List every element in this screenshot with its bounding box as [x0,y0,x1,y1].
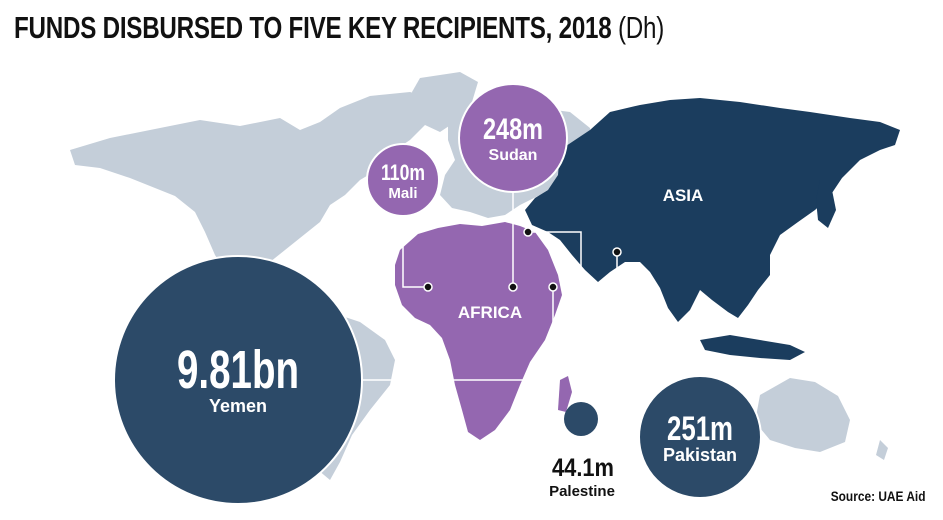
source-note: Source: UAE Aid [830,488,925,504]
name-pakistan: Pakistan [663,445,737,465]
leader-lines [362,192,640,441]
region-label-asia: ASIA [663,186,704,205]
africa-region [395,222,562,440]
leader-yemen [362,287,554,381]
leader-pakistan [616,252,640,441]
dot-mali [423,282,433,292]
north-america-landmass [70,92,440,312]
asia-region [525,98,900,322]
indonesia-islands [700,335,805,360]
region-label-africa: AFRICA [458,303,522,322]
dot-yemen [548,282,558,292]
japan-islands [816,180,836,228]
amount-sudan: 248m [483,113,543,146]
name-mali: Mali [388,185,417,202]
name-sudan: Sudan [489,147,538,164]
dot-pakistan [612,247,622,257]
bubble-sudan [458,83,568,193]
bubble-pakistan [638,375,762,499]
greenland-landmass [412,72,478,132]
country-dots [423,227,622,292]
australia-landmass [755,378,850,452]
title-unit: (Dh) [617,10,665,45]
leader-palestine [528,231,582,413]
chart-title: FUNDS DISBURSED TO FIVE KEY RECIPIENTS, … [14,10,664,46]
bubble-palestine [564,402,598,436]
dot-palestine [523,227,533,237]
madagascar-island [558,376,572,412]
amount-yemen: 9.81bn [177,340,299,400]
amount-pakistan: 251m [667,410,733,448]
title-text: FUNDS DISBURSED TO FIVE KEY RECIPIENTS, … [14,10,612,45]
bubble-yemen [113,255,363,505]
amount-mali: 110m [381,160,425,185]
dot-sudan [508,282,518,292]
bubble-mali [366,143,440,217]
name-palestine: Palestine [549,483,615,500]
new-zealand-landmass [876,440,888,460]
name-yemen: Yemen [209,396,267,416]
leader-mali [402,215,428,288]
amount-palestine: 44.1m [552,454,614,482]
